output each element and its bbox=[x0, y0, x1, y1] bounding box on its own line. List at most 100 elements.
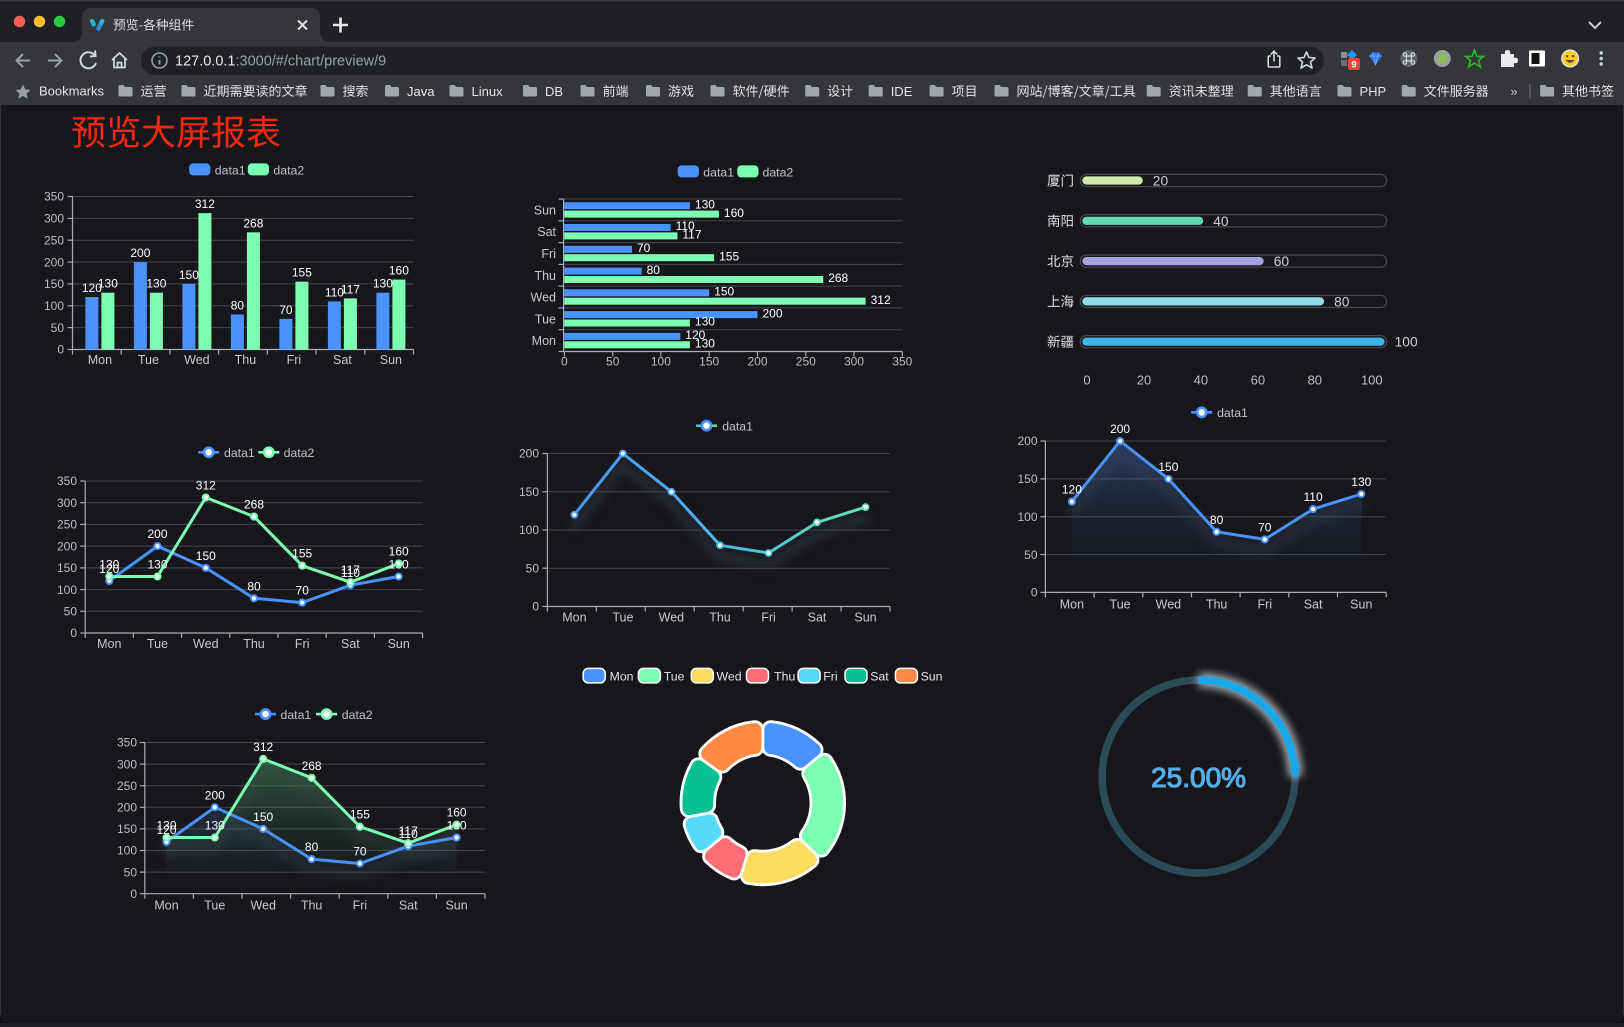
svg-text:100: 100 bbox=[1361, 373, 1383, 388]
svg-text:160: 160 bbox=[447, 806, 467, 820]
svg-text:40: 40 bbox=[1213, 214, 1229, 229]
svg-text:200: 200 bbox=[44, 255, 64, 269]
svg-text:40: 40 bbox=[1194, 373, 1208, 388]
svg-text:312: 312 bbox=[871, 293, 891, 307]
svg-text:Mon: Mon bbox=[562, 611, 586, 625]
svg-text:60: 60 bbox=[1251, 373, 1265, 388]
svg-text:150: 150 bbox=[44, 277, 64, 291]
svg-text:60: 60 bbox=[1274, 254, 1290, 269]
svg-text:117: 117 bbox=[682, 228, 701, 242]
svg-text:155: 155 bbox=[719, 249, 739, 263]
svg-text:130: 130 bbox=[205, 819, 225, 833]
svg-text:Mon: Mon bbox=[610, 670, 634, 684]
svg-text:70: 70 bbox=[637, 241, 651, 255]
svg-text:50: 50 bbox=[1024, 548, 1038, 562]
svg-text:150: 150 bbox=[179, 268, 199, 282]
svg-text:PHP: PHP bbox=[1360, 84, 1387, 99]
svg-text:200: 200 bbox=[519, 447, 539, 461]
svg-text:Thu: Thu bbox=[709, 611, 731, 625]
svg-text:100: 100 bbox=[1017, 510, 1037, 524]
svg-text:Wed: Wed bbox=[184, 353, 210, 367]
svg-text:Wed: Wed bbox=[659, 611, 685, 625]
svg-text:250: 250 bbox=[57, 518, 77, 532]
svg-text:268: 268 bbox=[243, 216, 263, 230]
svg-text:Sun: Sun bbox=[921, 670, 943, 684]
svg-text:data2: data2 bbox=[763, 165, 794, 179]
svg-text:100: 100 bbox=[44, 299, 64, 313]
svg-text:150: 150 bbox=[714, 285, 734, 299]
svg-text:110: 110 bbox=[1304, 490, 1323, 504]
svg-text:Tue: Tue bbox=[147, 637, 168, 651]
svg-text:130: 130 bbox=[98, 277, 118, 291]
svg-text:150: 150 bbox=[519, 485, 539, 499]
svg-text:150: 150 bbox=[117, 822, 137, 836]
svg-text:250: 250 bbox=[44, 233, 64, 247]
svg-text:100: 100 bbox=[57, 583, 77, 597]
svg-text:110: 110 bbox=[341, 566, 360, 580]
svg-text:80: 80 bbox=[231, 299, 245, 313]
svg-text:0: 0 bbox=[532, 600, 539, 614]
svg-text:50: 50 bbox=[124, 865, 138, 879]
svg-text:Sun: Sun bbox=[445, 899, 467, 913]
svg-text:data1: data1 bbox=[1217, 406, 1248, 420]
svg-text:Java: Java bbox=[407, 84, 435, 99]
svg-text:117: 117 bbox=[399, 824, 418, 838]
svg-text:Fri: Fri bbox=[353, 899, 368, 913]
svg-text:70: 70 bbox=[279, 303, 293, 317]
svg-text:200: 200 bbox=[147, 527, 167, 541]
svg-text:300: 300 bbox=[57, 496, 77, 510]
svg-text:Fri: Fri bbox=[761, 611, 776, 625]
svg-text:80: 80 bbox=[247, 579, 261, 593]
svg-text:Thu: Thu bbox=[301, 899, 323, 913]
svg-text:155: 155 bbox=[292, 547, 312, 561]
svg-text:Thu: Thu bbox=[243, 637, 265, 651]
svg-text:200: 200 bbox=[763, 306, 783, 320]
svg-text:Mon: Mon bbox=[88, 353, 112, 367]
svg-text:155: 155 bbox=[350, 808, 370, 822]
svg-text:110: 110 bbox=[676, 219, 695, 233]
svg-text:Linux: Linux bbox=[472, 84, 504, 99]
svg-text:Wed: Wed bbox=[531, 291, 557, 305]
svg-text:80: 80 bbox=[1210, 513, 1224, 527]
svg-text:Sun: Sun bbox=[534, 203, 556, 217]
svg-text:150: 150 bbox=[1017, 472, 1037, 486]
svg-text:Wed: Wed bbox=[193, 637, 219, 651]
svg-text:0: 0 bbox=[1083, 373, 1090, 388]
svg-text:200: 200 bbox=[205, 788, 225, 802]
svg-text:Sat: Sat bbox=[333, 353, 352, 367]
svg-text:300: 300 bbox=[117, 757, 137, 771]
svg-text:Sat: Sat bbox=[537, 225, 556, 239]
svg-text:Tue: Tue bbox=[204, 899, 225, 913]
svg-text:20: 20 bbox=[1153, 174, 1169, 189]
svg-text:Tue: Tue bbox=[138, 353, 159, 367]
svg-text:300: 300 bbox=[44, 212, 64, 226]
svg-text:127.0.0.1:3000/#/chart/preview: 127.0.0.1:3000/#/chart/preview/9 bbox=[175, 54, 386, 70]
svg-text:120: 120 bbox=[82, 281, 102, 295]
svg-text:130: 130 bbox=[373, 277, 393, 291]
svg-text:150: 150 bbox=[196, 549, 216, 563]
svg-text:Fri: Fri bbox=[823, 670, 837, 684]
svg-text:200: 200 bbox=[117, 801, 137, 815]
svg-text:data2: data2 bbox=[273, 163, 304, 177]
svg-text:Mon: Mon bbox=[532, 334, 556, 348]
svg-text:9: 9 bbox=[1351, 60, 1356, 71]
svg-text:70: 70 bbox=[296, 584, 310, 598]
svg-text:Sun: Sun bbox=[380, 353, 402, 367]
svg-text:0: 0 bbox=[70, 626, 77, 640]
svg-text:Fri: Fri bbox=[295, 637, 310, 651]
svg-text:100: 100 bbox=[519, 523, 539, 537]
svg-text:50: 50 bbox=[606, 355, 620, 369]
svg-text:100: 100 bbox=[1395, 335, 1418, 350]
svg-text:Fri: Fri bbox=[287, 353, 302, 367]
svg-text:130: 130 bbox=[695, 197, 715, 211]
svg-text:130: 130 bbox=[156, 819, 176, 833]
svg-text:312: 312 bbox=[196, 479, 216, 493]
svg-text:Sat: Sat bbox=[808, 611, 827, 625]
svg-text:data1: data1 bbox=[281, 708, 312, 722]
svg-text:Mon: Mon bbox=[97, 637, 121, 651]
svg-text:80: 80 bbox=[305, 840, 319, 854]
svg-text:Sat: Sat bbox=[1304, 597, 1323, 611]
svg-text:Wed: Wed bbox=[717, 670, 742, 684]
svg-text:350: 350 bbox=[57, 474, 77, 488]
svg-text:Wed: Wed bbox=[1156, 597, 1182, 611]
